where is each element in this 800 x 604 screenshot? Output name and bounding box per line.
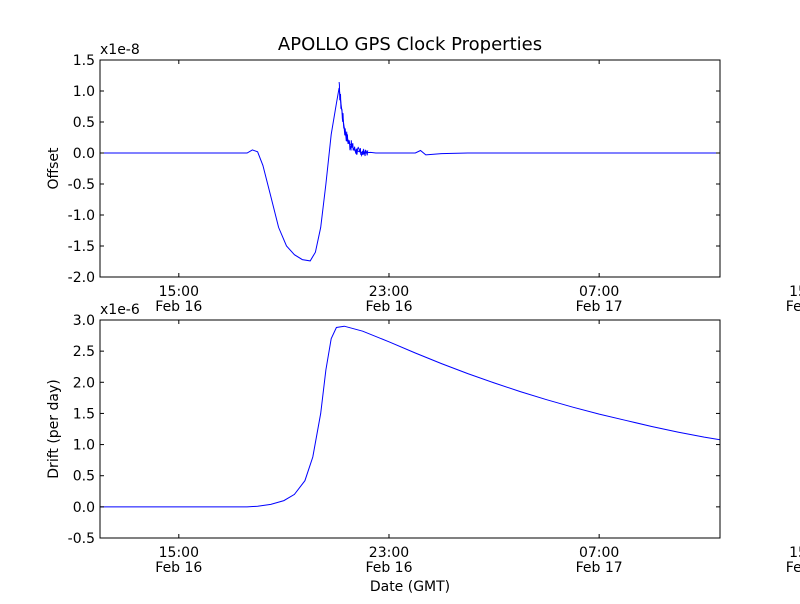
y-tick-label: 3.0 (73, 313, 95, 329)
x-axis-label: Date (GMT) (370, 579, 450, 595)
x-tick-label-time: 23:00 (369, 284, 409, 300)
y-tick-label: 1.0 (73, 438, 95, 454)
x-tick-label-date: Feb 17 (786, 299, 800, 315)
x-tick-label-date: Feb 17 (576, 560, 623, 576)
y-tick-label: -2.0 (68, 270, 95, 286)
x-tick-label-time: 15:00 (789, 545, 800, 561)
y-tick-label: 0.0 (73, 146, 95, 162)
y-multiplier: x1e-6 (100, 302, 140, 318)
axes-frame (99, 59, 721, 278)
y-tick-label: 2.5 (73, 344, 95, 360)
y-tick-label: 1.0 (73, 84, 95, 100)
y-multiplier: x1e-8 (100, 42, 140, 58)
y-tick-label: 0.5 (73, 115, 95, 131)
x-tick-label-time: 15:00 (159, 545, 199, 561)
x-tick-label-time: 15:00 (159, 284, 199, 300)
x-tick-label-time: 15:00 (789, 284, 800, 300)
y-tick-label: 1.5 (73, 53, 95, 69)
y-tick-label: 0.0 (73, 500, 95, 516)
y-tick-label: 1.5 (73, 406, 95, 422)
x-tick-label-date: Feb 16 (155, 560, 202, 576)
y-tick-label: 0.5 (73, 469, 95, 485)
x-tick-label-date: Feb 16 (365, 560, 412, 576)
y-tick-label: 2.0 (73, 375, 95, 391)
figure-title: APOLLO GPS Clock Properties (278, 34, 542, 55)
x-tick-label-time: 07:00 (579, 284, 619, 300)
series-line-0 (100, 87, 720, 262)
x-tick-label-date: Feb 17 (576, 299, 623, 315)
x-tick-label-date: Feb 16 (365, 299, 412, 315)
series-line-0 (100, 325, 720, 508)
y-axis-label: Offset (46, 147, 62, 190)
series-noise-0 (338, 82, 369, 158)
x-tick-label-time: 07:00 (579, 545, 619, 561)
axes-frame (99, 319, 721, 539)
x-tick-label-date: Feb 16 (155, 299, 202, 315)
y-axis-label: Drift (per day) (46, 379, 62, 478)
y-tick-label: -1.0 (68, 208, 95, 224)
x-tick-label-time: 23:00 (369, 545, 409, 561)
y-tick-label: -0.5 (68, 531, 95, 547)
x-tick-label-date: Feb 17 (786, 560, 800, 576)
y-tick-label: -1.5 (68, 239, 95, 255)
y-tick-label: -0.5 (68, 177, 95, 193)
